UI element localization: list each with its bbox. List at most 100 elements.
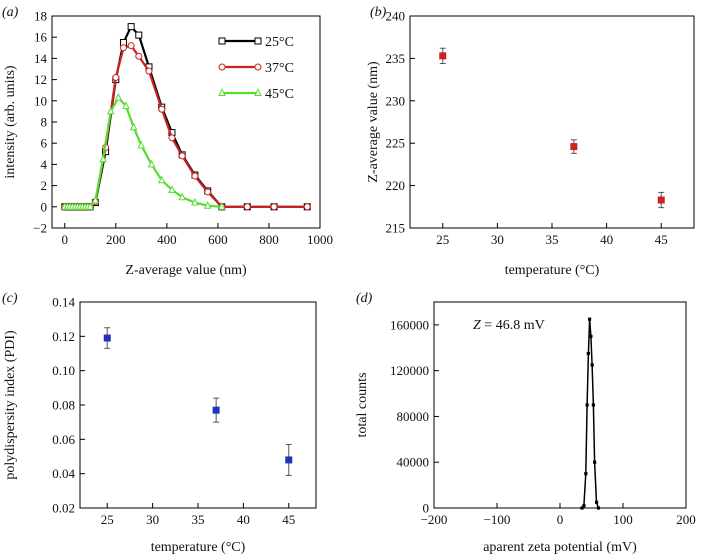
point-a-1-13 [112, 73, 120, 81]
point-a-1-24 [243, 203, 251, 211]
point-d-8 [591, 403, 595, 407]
x-tick-label-a-1: 200 [106, 232, 126, 247]
y-tick-label-b-5: 240 [386, 9, 406, 24]
marks-c [103, 327, 293, 476]
y-tick-label-b-0: 215 [386, 221, 406, 236]
x-tick-label-b-1: 30 [491, 232, 504, 247]
y-tick-label-c-3: 0.08 [52, 398, 75, 413]
x-tick-label-a-0: 0 [62, 232, 69, 247]
point-a-1-22 [204, 188, 212, 196]
legend-marker-end-1 [254, 63, 262, 71]
legend-marker-start-2 [218, 88, 226, 96]
point-a-0-16 [135, 31, 143, 39]
y-tick-label-a-2: 2 [41, 178, 48, 193]
ticks-d: −200 −100 0 100 200 0 40000 80000 120000 160000 [390, 317, 696, 527]
x-tick-label-d-2: 0 [557, 512, 564, 527]
ticks-c: 25 30 35 40 45 0.02 0.04 0.06 0.08 0.10 0.12 0.14 [52, 295, 295, 528]
point-a-2-22 [191, 197, 199, 206]
y-tick-label-a-6: 10 [34, 93, 47, 108]
point-a-2-19 [157, 175, 166, 184]
x-tick-label-a-4: 800 [259, 232, 279, 247]
x-tick-label-c-3: 40 [237, 512, 250, 527]
zeta-annotation: Z = 46.8 mV [473, 318, 545, 333]
point-c-2 [285, 456, 293, 464]
y-tick-label-b-2: 225 [386, 136, 406, 151]
x-tick-label-c-4: 45 [282, 512, 295, 527]
zeta-annotation-var: Z [473, 318, 481, 333]
x-tick-label-d-4: 200 [676, 512, 696, 527]
legend-label-2: 45°C [265, 87, 294, 102]
series-line-a-0 [64, 24, 308, 208]
y-axis-label-b: Z-average value (nm) [366, 61, 381, 183]
point-d-5 [588, 317, 592, 321]
point-a-2-16 [129, 122, 138, 131]
x-axis-label-c: temperature (°C) [151, 540, 246, 555]
point-a-2-20 [168, 185, 176, 193]
x-tick-label-b-0: 25 [436, 232, 449, 247]
point-a-2-15 [122, 101, 130, 110]
point-d-9 [593, 460, 597, 464]
point-a-2-21 [178, 192, 186, 201]
series-line-a-2 [64, 95, 222, 208]
panel-a: (a) Z-average value (nm) intensity (arb.… [2, 5, 333, 278]
panel-d: (d) aparent zeta potential (mV) total co… [355, 291, 696, 555]
y-tick-label-a-4: 6 [41, 136, 48, 151]
x-tick-label-a-5: 1000 [307, 232, 333, 247]
point-a-1-21 [191, 172, 199, 180]
y-tick-label-a-5: 8 [41, 115, 48, 130]
x-tick-label-a-2: 400 [157, 232, 177, 247]
plot-frame-b [409, 15, 695, 229]
y-axis-label-d: total counts [355, 373, 370, 438]
y-tick-label-d-0: 0 [423, 501, 430, 516]
y-tick-label-c-1: 0.04 [52, 466, 75, 481]
y-tick-label-c-2: 0.06 [52, 432, 75, 447]
y-tick-label-d-4: 160000 [390, 317, 429, 332]
y-tick-label-b-1: 220 [386, 178, 406, 193]
y-tick-label-d-1: 40000 [397, 455, 430, 470]
point-a-1-15 [127, 42, 135, 50]
legend-marker-start-0 [218, 37, 226, 45]
y-tick-label-a-10: 18 [34, 9, 47, 24]
point-a-0-15 [127, 23, 135, 31]
series-line-d [581, 319, 600, 509]
point-a-2-12 [99, 154, 107, 163]
point-d-11 [596, 506, 601, 510]
point-a-1-25 [270, 203, 278, 211]
ticks-a: 0 200 400 600 800 1000 −2 0 2 4 6 8 10 12 14 16 18 [33, 9, 333, 248]
point-c-0 [103, 334, 111, 342]
panel-label-a: (a) [2, 5, 19, 20]
point-a-2-13 [106, 106, 115, 115]
point-a-1-17 [145, 67, 153, 75]
y-tick-label-c-5: 0.12 [52, 329, 75, 344]
point-a-1-18 [158, 105, 166, 113]
y-tick-label-a-7: 12 [34, 72, 47, 87]
y-tick-label-c-0: 0.02 [52, 501, 75, 516]
y-tick-label-a-0: −2 [33, 221, 47, 236]
point-a-2-23 [203, 201, 212, 209]
legend-label-0: 25°C [265, 35, 294, 50]
y-tick-label-a-9: 16 [34, 30, 48, 45]
legend-a: 25°C 37°C 45°C [218, 35, 294, 102]
point-a-2-10 [86, 202, 95, 210]
point-a-2-24 [217, 202, 226, 210]
point-a-2-11 [91, 195, 100, 204]
x-tick-label-d-0: −200 [421, 512, 448, 527]
x-tick-label-a-3: 600 [208, 232, 228, 247]
panel-label-b: (b) [370, 5, 387, 20]
plot-frame-c [79, 301, 317, 509]
legend-marker-start-1 [218, 63, 226, 71]
point-d-4 [586, 351, 590, 356]
legend-marker-end-0 [254, 37, 262, 45]
x-axis-label-d: aparent zeta potential (mV) [483, 540, 637, 555]
point-a-1-20 [178, 152, 186, 160]
legend-label-1: 37°C [265, 61, 294, 76]
point-b-2 [657, 196, 665, 204]
legend-marker-end-2 [254, 88, 262, 96]
point-c-1 [212, 406, 220, 414]
x-axis-label-a: Z-average value (nm) [125, 263, 247, 278]
y-axis-label-a: intensity (arb. units) [3, 65, 18, 178]
panel-label-c: (c) [2, 291, 18, 306]
x-tick-label-d-3: 100 [613, 512, 633, 527]
y-tick-label-b-3: 230 [386, 93, 406, 108]
point-d-0 [580, 506, 584, 510]
